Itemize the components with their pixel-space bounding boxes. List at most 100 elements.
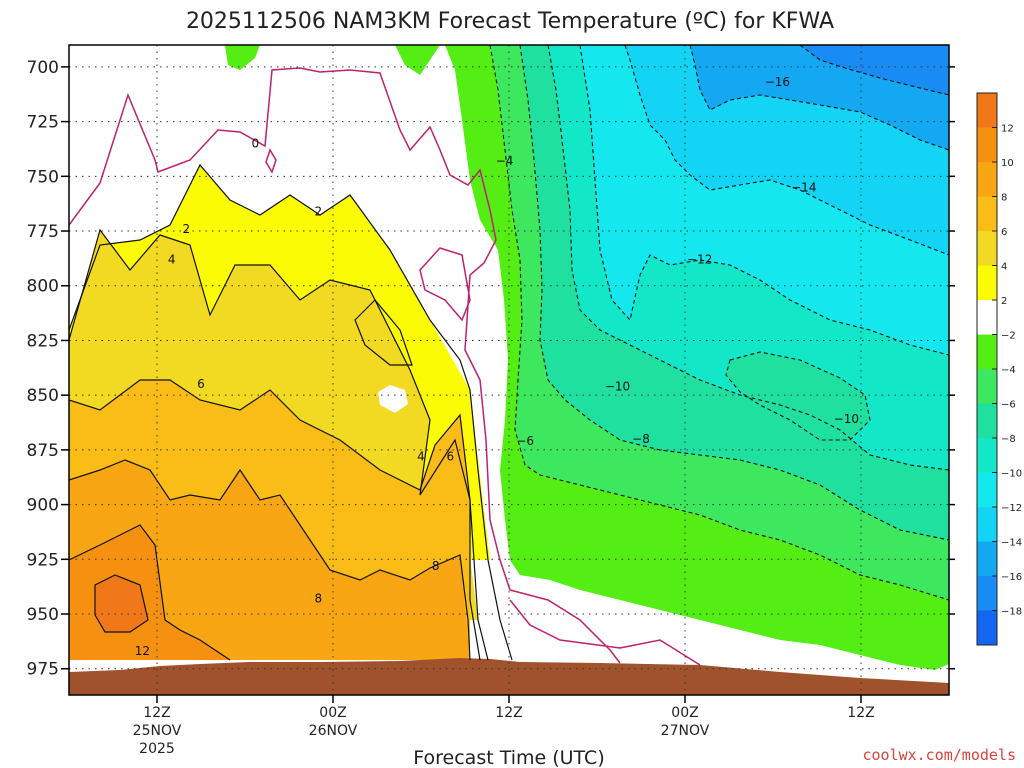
x-tick-year: 2025 (139, 741, 175, 757)
contour-4c (69, 228, 489, 661)
colorbar-segment (977, 472, 997, 508)
fill-warm-snow-gap (378, 385, 408, 413)
contour-freezing-loop-2 (419, 247, 471, 322)
colorbar-label: 2 (1001, 296, 1007, 307)
colorbar-label: −18 (1001, 607, 1022, 618)
colorbar-label: −6 (1001, 400, 1016, 411)
contour-label: 12 (135, 644, 150, 658)
colorbar-segment (977, 610, 997, 646)
x-tick-label: 12Z (847, 705, 874, 721)
contour-neg10c (579, 45, 949, 356)
contour-8c (69, 459, 471, 661)
contour-label: 8 (432, 559, 440, 573)
contour-label: −8 (632, 432, 650, 446)
colorbar-label: 12 (1001, 124, 1014, 135)
contour-2c (69, 163, 513, 661)
y-tick-label: 975 (27, 660, 59, 680)
colorbar-segment (977, 576, 997, 611)
colorbar-segment (977, 541, 997, 577)
colorbar-label: −10 (1001, 469, 1022, 480)
colorbar-label: 10 (1001, 158, 1014, 169)
contour-label: 2 (315, 204, 323, 218)
y-tick-label: 775 (27, 222, 59, 242)
contour-neg12c (624, 45, 949, 256)
contour-freezing-loop-3 (265, 148, 277, 174)
contour-label: −10 (605, 379, 630, 393)
y-tick-label: 725 (27, 113, 59, 133)
colorbar-segment (977, 507, 997, 542)
colorbar-segment (977, 162, 997, 197)
x-tick-label: 12Z (495, 705, 522, 721)
gridlines (69, 45, 949, 695)
contour-label: 0 (251, 136, 259, 150)
y-tick-label: 900 (27, 496, 59, 516)
contour-label: 8 (315, 592, 323, 606)
contour-neg4c (489, 45, 949, 601)
colorbar-label: −12 (1001, 503, 1022, 514)
contour-freezing-line (69, 67, 621, 664)
contour-10c (69, 524, 231, 661)
colorbar-label: 6 (1001, 227, 1007, 238)
contour-label: 2 (183, 222, 191, 236)
x-tick-label: 12Z (143, 705, 170, 721)
credit-link[interactable]: coolwx.com/models (862, 746, 1016, 764)
contour-4c-loop (354, 299, 413, 366)
y-tick-label: 825 (27, 331, 59, 351)
contour-6c (69, 379, 481, 661)
contour-label: 4 (168, 252, 176, 266)
contour-label: −4 (496, 154, 514, 168)
x-axis: 12Z 25NOV 2025 00Z 26NOV 12Z 00Z 27NOV 12Z (133, 695, 875, 757)
colorbar-segment (977, 265, 997, 301)
x-tick-date: 25NOV (133, 723, 182, 739)
contour-label: 4 (417, 449, 425, 463)
colorbar-label: −2 (1001, 331, 1016, 342)
contour-12c (94, 574, 149, 633)
colorbar-label: −8 (1001, 434, 1016, 445)
contour-label: −10 (834, 412, 859, 426)
colorbar: 12 10 8 6 4 2 −2 −4 −6 −8 −10 −12 −14 −16 −18 (976, 92, 1022, 646)
x-tick-label: 00Z (671, 705, 698, 721)
contour-neg6c (519, 45, 949, 541)
chart-title: 2025112506 NAM3KM Forecast Temperature (… (186, 9, 834, 34)
x-tick-date: 26NOV (309, 723, 358, 739)
contour-label: −12 (687, 252, 712, 266)
colorbar-label: 8 (1001, 193, 1007, 204)
y-tick-label: 800 (27, 277, 59, 297)
contour-neg10c-loop (725, 351, 871, 441)
y-tick-label: 700 (27, 58, 59, 78)
contour-label: 6 (197, 377, 205, 391)
colorbar-segment (977, 196, 997, 232)
colorbar-label: −14 (1001, 538, 1022, 549)
x-axis-title: Forecast Time (UTC) (413, 747, 604, 768)
fill-band-8c (69, 460, 470, 660)
colorbar-segment (977, 438, 997, 473)
x-tick-label: 00Z (319, 705, 346, 721)
fill-green-blob-top2 (395, 45, 440, 75)
contour-neg16c (799, 45, 949, 96)
colorbar-segment (977, 334, 997, 370)
y-tick-label: 950 (27, 605, 59, 625)
y-axis: 700 725 750 775 800 825 850 875 900 925 950 975 (27, 58, 955, 680)
colorbar-label: −4 (1001, 365, 1016, 376)
contour-neg8c (547, 45, 949, 471)
colorbar-label: −16 (1001, 572, 1022, 583)
colorbar-label: 4 (1001, 262, 1007, 273)
colorbar-segment (977, 403, 997, 439)
contour-label: 6 (447, 449, 455, 463)
colorbar-segment (977, 93, 997, 128)
fill-cold-pocket (726, 352, 870, 440)
colorbar-segment (977, 231, 997, 266)
contour-freezing-right (509, 599, 701, 666)
fill-band-neg18c (800, 45, 949, 95)
x-tick-date: 27NOV (661, 723, 710, 739)
y-tick-label: 750 (27, 167, 59, 187)
colorbar-segment (977, 127, 997, 163)
contour-label: −14 (791, 180, 816, 194)
contour-lines (69, 45, 949, 666)
y-tick-label: 850 (27, 386, 59, 406)
y-tick-label: 875 (27, 441, 59, 461)
contour-labels: 0 2 2 4 6 4 6 8 8 12 −4 −6 −8 −10 −10 −12 −14 −16 (135, 75, 859, 658)
y-tick-label: 925 (27, 550, 59, 570)
contour-label: −6 (516, 434, 534, 448)
